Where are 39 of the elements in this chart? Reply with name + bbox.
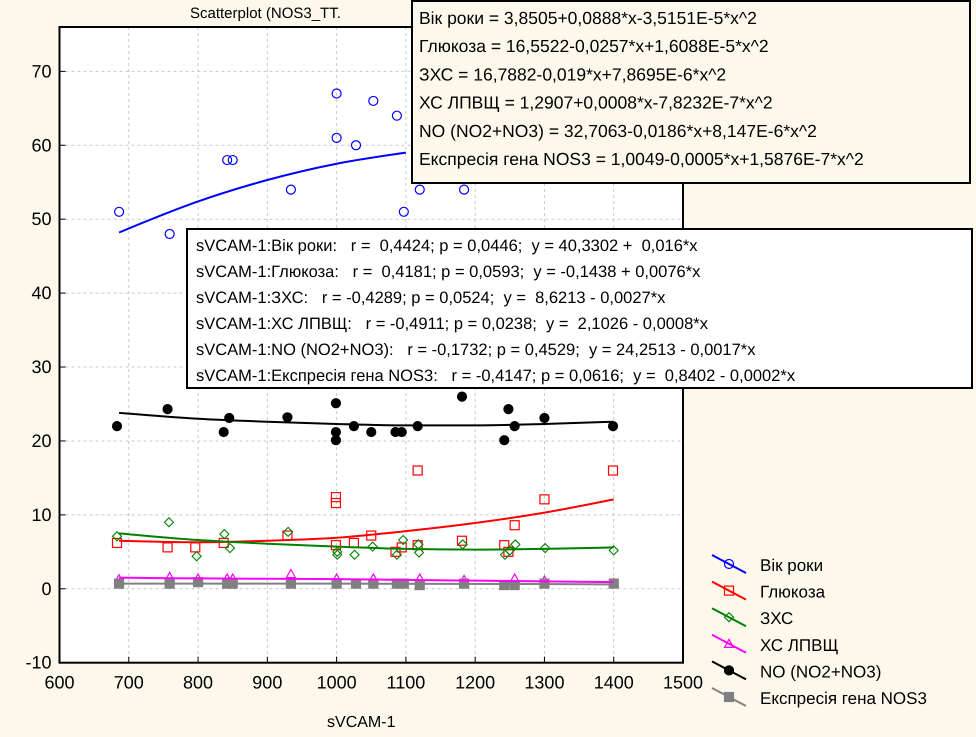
y-tick-label: 40 [31, 283, 52, 304]
x-tick-label: 1200 [455, 672, 496, 693]
x-tick-label: 1000 [316, 672, 357, 693]
annotation: ХС ЛПВЩ = 1,2907+0,0008*x-7,8232E-7*x^2 [419, 92, 773, 113]
legend-label: Експресія гена NOS3 [760, 689, 927, 708]
x-tick-label: 900 [252, 672, 282, 693]
x-tick-label: 800 [183, 672, 214, 693]
annotation: Вік роки = 3,8505+0,0888*x-3,5151E-5*x^2 [419, 8, 757, 28]
y-tick-label: 60 [31, 135, 52, 156]
x-tick-label: 1100 [386, 672, 426, 693]
annotation: sVCAM-1:Експресія гена NOS3: r = -0,4147; p = 0,0616; y = 0,8402 - 0,0002*x [196, 367, 796, 385]
y-tick-label: 70 [31, 61, 52, 82]
y-tick-label: 50 [31, 209, 52, 230]
annotation: sVCAM-1:ХС ЛПВЩ: r = -0,4911; p = 0,0238; y = 2,1026 - 0,0008*x [196, 315, 709, 333]
y-tick-label: -10 [25, 652, 52, 673]
x-tick-label: 600 [44, 672, 75, 693]
annotation: sVCAM-1:NO (NO2+NO3): r = -0,1732; p = 0,4529; y = 24,2513 - 0,0017*x [196, 341, 756, 359]
y-tick-label: 30 [31, 357, 52, 378]
y-tick-label: 0 [41, 578, 52, 599]
legend-label: ЗХС [760, 609, 794, 628]
annotation: sVCAM-1:ЗХС: r = -0,4289; p = 0,0524; y = 8,6213 - 0,0027*x [196, 289, 666, 307]
annotation: Експресія гена NOS3 = 1,0049-0,0005*x+1,5876E-7*x^2 [419, 149, 864, 169]
x-axis-title: sVCAM-1 [327, 714, 396, 731]
annotation: NO (NO2+NO3) = 32,7063-0,0186*x+8,147E-6*x^2 [419, 120, 817, 141]
annotation: ЗХС = 16,7882-0,019*x+7,8695E-6*x^2 [419, 64, 726, 84]
x-tick-label: 1300 [524, 672, 564, 693]
x-tick-label: 700 [114, 672, 144, 693]
y-tick-label: 20 [31, 430, 52, 451]
y-tick-label: 10 [31, 504, 52, 525]
legend-label: Глюкоза [760, 582, 826, 602]
legend-label: Вік роки [760, 556, 824, 575]
annotation: Глюкоза = 16,5522-0,0257*x+1,6088E-5*x^2 [419, 36, 769, 56]
chart-title: Scatterplot (NOS3_TT. [190, 5, 341, 22]
legend-label: NO (NO2+NO3) [760, 662, 882, 682]
x-tick-label: 1500 [662, 672, 704, 693]
legend-label: ХС ЛПВЩ [760, 636, 838, 655]
x-tick-label: 1400 [594, 672, 634, 693]
annotation: sVCAM-1:Глюкоза: r = 0,4181; p = 0,0593; y = -0,1438 + 0,0076*x [196, 263, 702, 281]
annotation: sVCAM-1:Вік роки: r = 0,4424; p = 0,0446; y = 40,3302 + 0,016*x [196, 237, 698, 255]
